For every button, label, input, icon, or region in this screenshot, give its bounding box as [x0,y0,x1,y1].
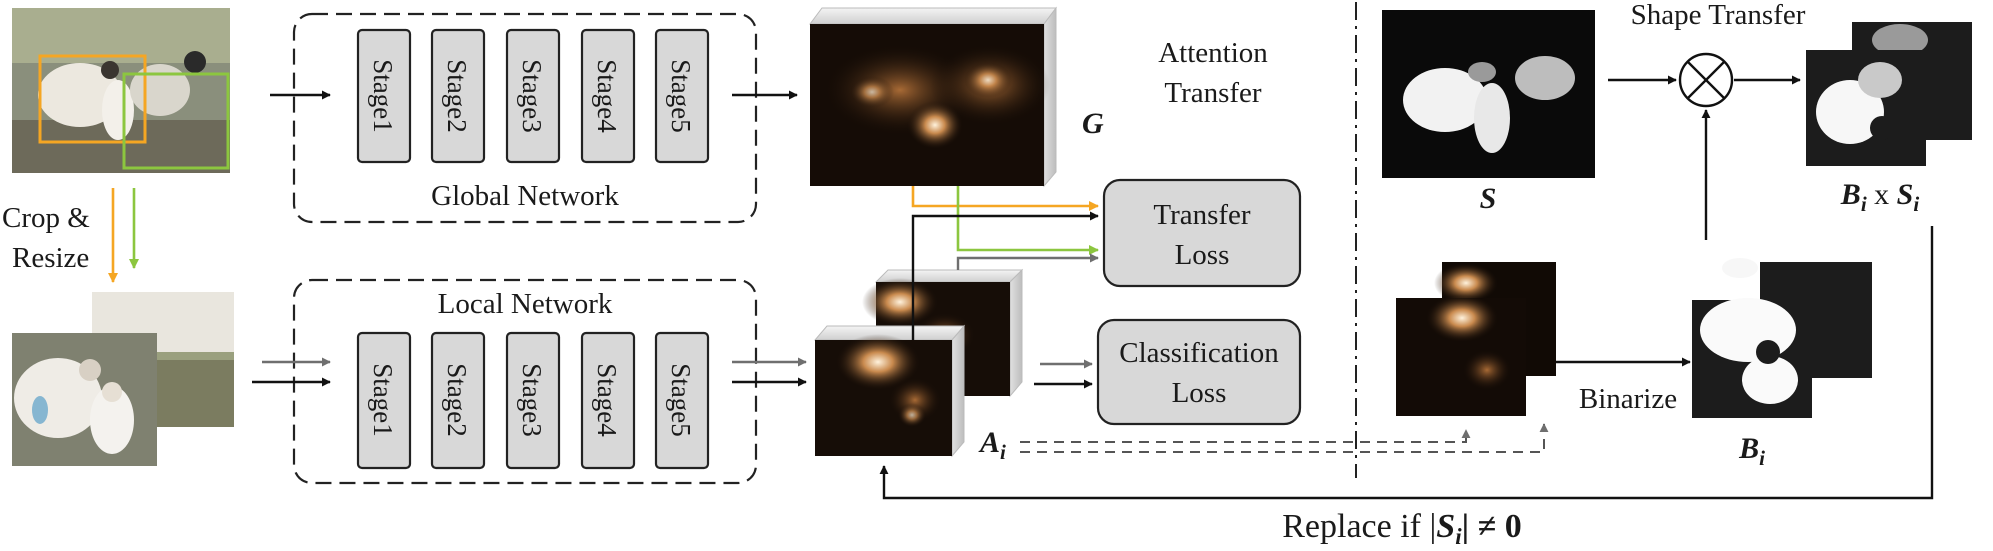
global-network-box [292,12,758,224]
replace-label: Replace if |Si| ≠ 0 [1282,508,1522,549]
binarize-label: Binarize [1579,383,1677,415]
attention-transfer-label-1: Attention [1158,37,1268,69]
global-stage2-label: Stage2 [442,59,472,133]
cropped-photos [12,292,234,466]
global-stage1-label: Stage1 [368,59,398,133]
global-network-stages: Stage1 Stage2 Stage3 Stage4 Stage5 [356,28,710,164]
arrow-G-to-transfer-green [956,186,1099,255]
local-stage3-label: Stage3 [517,363,547,437]
binary-mask-B [1692,258,1872,418]
transfer-loss-box [1102,178,1302,288]
arrow-A-to-transfer [911,211,1099,340]
saliency-map-S [1382,10,1595,178]
local-stage1-box [356,331,412,470]
local-stage2-box [430,331,486,470]
classification-loss-label-1: Classification [1119,337,1279,369]
global-attention-map-G [809,6,1057,188]
global-stage2-box [430,28,486,164]
symbol-A: Ai [978,426,1006,464]
local-network-stages: Stage1 Stage2 Stage3 Stage4 Stage5 [356,331,710,470]
local-stage2-label: Stage2 [442,363,472,437]
local-stage5-label: Stage5 [666,363,696,437]
local-stage1-label: Stage1 [368,363,398,437]
masked-output-BxS [1806,22,1972,166]
arrow-A2-to-transfer [956,253,1099,270]
attention-transfer-label-2: Transfer [1164,77,1262,109]
symbol-B: Bi [1738,432,1765,470]
arrow-G-to-transfer-orange [911,186,1099,211]
dashed-arrow-A-to-binarize [1020,423,1549,453]
transfer-loss-label-1: Transfer [1153,199,1251,231]
crop-resize-label-2: Resize [12,242,89,274]
global-stage3-box [505,28,561,164]
local-stage3-box [505,331,561,470]
classification-loss-box [1096,318,1302,426]
multiply-operator [1678,52,1734,108]
dashed-arrow-A-to-maps [1020,429,1471,443]
attention-maps-copy [1396,262,1556,416]
local-stage4-box [580,331,636,470]
classification-loss-label-2: Loss [1172,377,1227,409]
global-stage4-box [580,28,636,164]
local-stage4-label: Stage4 [592,363,622,437]
global-stage4-label: Stage4 [592,59,622,133]
global-stage5-label: Stage5 [666,59,696,133]
symbol-G: G [1082,107,1104,140]
local-stage5-box [654,331,710,470]
local-network-title: Local Network [438,288,613,320]
transfer-loss-label-2: Loss [1175,239,1230,271]
symbol-S: S [1480,182,1497,215]
global-stage1-box [356,28,412,164]
arrow-replace-loop [879,226,1934,500]
crop-resize-label-1: Crop & [2,202,90,234]
shape-transfer-label: Shape Transfer [1631,0,1806,31]
input-photo [12,8,230,173]
symbol-BxS: Bi x Si [1840,178,1920,216]
global-stage5-box [654,28,710,164]
global-network-title: Global Network [431,180,619,212]
global-stage3-label: Stage3 [517,59,547,133]
